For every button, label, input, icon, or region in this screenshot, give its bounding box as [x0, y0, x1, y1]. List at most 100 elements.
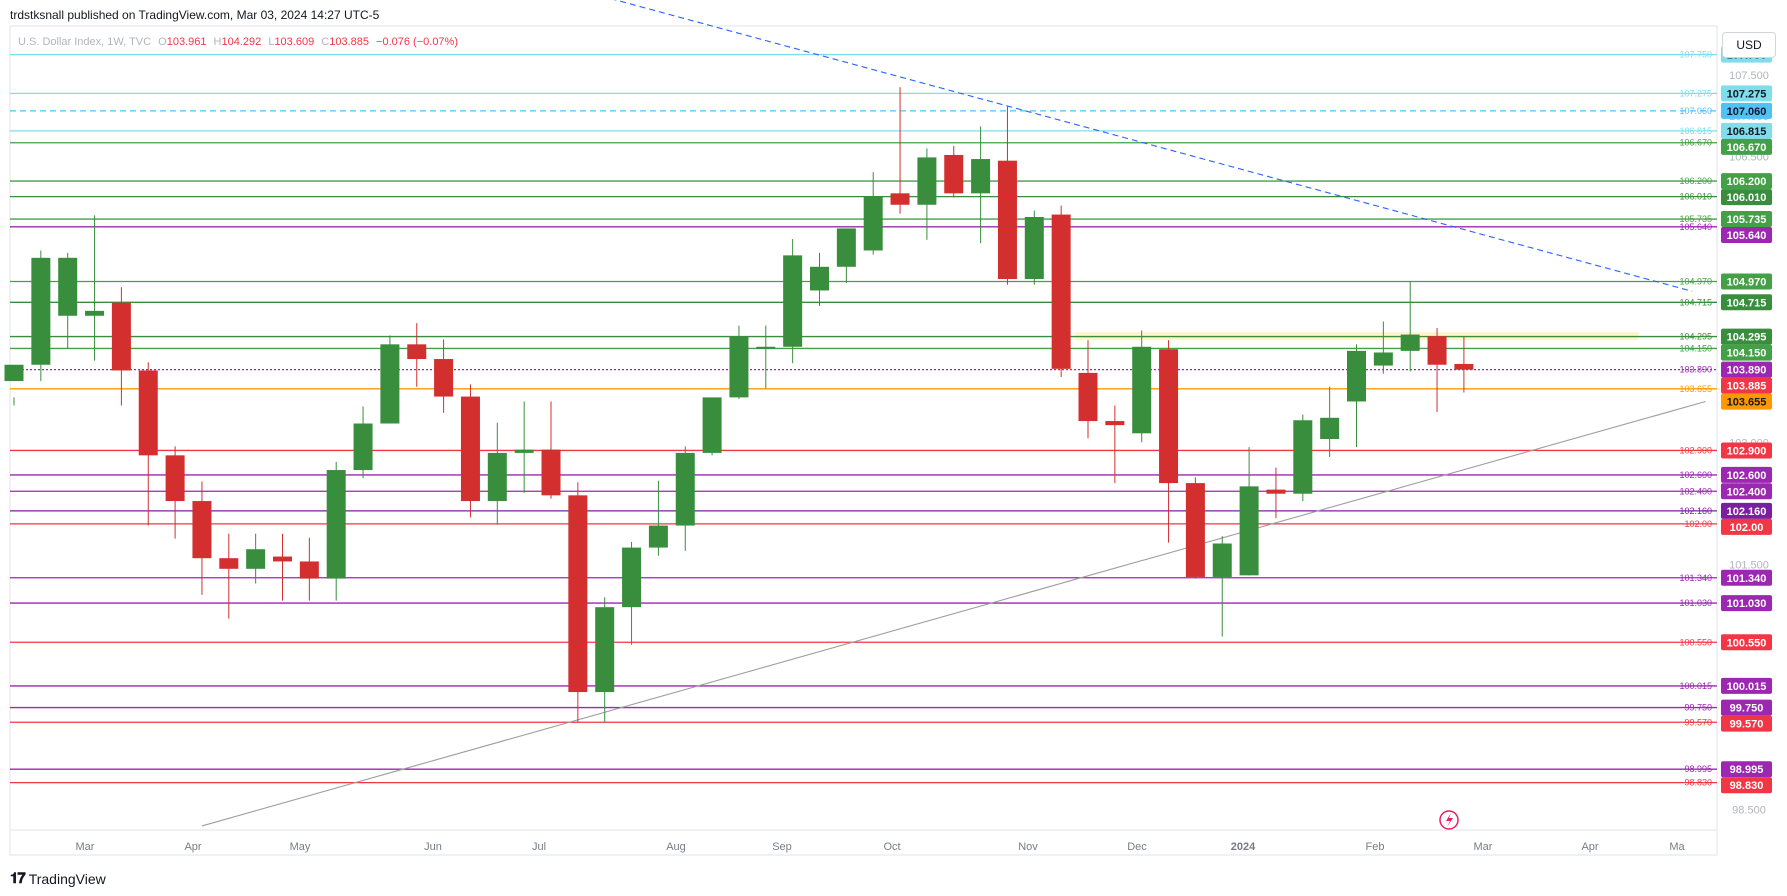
- candle[interactable]: [434, 339, 454, 413]
- candle[interactable]: [58, 252, 78, 349]
- candle[interactable]: [648, 480, 668, 556]
- price-tag-bg: [1721, 122, 1772, 139]
- candle[interactable]: [407, 323, 427, 387]
- candle[interactable]: [514, 401, 534, 493]
- candle[interactable]: [568, 482, 588, 723]
- candle[interactable]: [1293, 414, 1313, 502]
- candle[interactable]: [353, 406, 373, 479]
- candle[interactable]: [246, 533, 266, 584]
- flash-icon[interactable]: [1439, 810, 1459, 830]
- candle-body: [514, 449, 534, 453]
- level-label: 106.670: [1679, 138, 1712, 148]
- time-axis-tick: Nov: [1018, 841, 1038, 853]
- candle-body: [1051, 214, 1071, 369]
- candle-body: [407, 344, 427, 360]
- candle[interactable]: [729, 325, 749, 400]
- candle[interactable]: [1373, 321, 1393, 374]
- price-tag-bg: [1721, 466, 1772, 483]
- candle[interactable]: [944, 145, 964, 198]
- candle[interactable]: [165, 446, 185, 539]
- price-tag: 99.750: [1721, 699, 1772, 716]
- candle-body: [997, 160, 1017, 280]
- price-tag-bg: [1721, 634, 1772, 651]
- candle-body: [541, 449, 561, 496]
- candle[interactable]: [595, 597, 615, 723]
- candle[interactable]: [1105, 405, 1125, 484]
- currency-button[interactable]: USD: [1722, 32, 1776, 58]
- tradingview-logo: 𝟏𝟕 TradingView: [10, 870, 106, 887]
- price-tag: 106.200: [1721, 173, 1772, 190]
- candle[interactable]: [111, 287, 131, 406]
- descending-trendline[interactable]: [591, 0, 1693, 292]
- level-label: 98.995: [1684, 764, 1712, 774]
- candle-body: [85, 310, 105, 316]
- candle[interactable]: [1266, 467, 1286, 519]
- candle[interactable]: [31, 250, 51, 382]
- candle[interactable]: [1051, 205, 1071, 377]
- candle[interactable]: [1347, 344, 1366, 448]
- candle-body: [434, 359, 454, 397]
- candle[interactable]: [85, 215, 105, 361]
- price-tag-label: 100.015: [1727, 681, 1767, 693]
- candle[interactable]: [326, 461, 346, 601]
- candle-body: [138, 370, 158, 456]
- candle[interactable]: [138, 362, 158, 526]
- candle[interactable]: [1185, 477, 1205, 579]
- level-label: 104.150: [1679, 343, 1712, 353]
- candle[interactable]: [1454, 336, 1474, 393]
- price-tag: 100.015: [1721, 677, 1772, 694]
- candle[interactable]: [622, 541, 642, 645]
- candle[interactable]: [1400, 281, 1420, 372]
- candle-body: [299, 561, 319, 579]
- candle[interactable]: [756, 325, 776, 389]
- candle[interactable]: [836, 228, 856, 284]
- time-axis-tick: 2024: [1231, 841, 1256, 853]
- candle[interactable]: [219, 533, 239, 619]
- candle-body: [1454, 363, 1474, 370]
- candle-body: [1212, 543, 1232, 577]
- candle-body: [702, 397, 722, 453]
- candle[interactable]: [1132, 330, 1152, 443]
- candle[interactable]: [192, 481, 212, 595]
- candle[interactable]: [541, 401, 561, 499]
- candle[interactable]: [460, 384, 480, 518]
- candle[interactable]: [273, 533, 292, 601]
- candle[interactable]: [890, 87, 910, 214]
- price-tag-label: 106.200: [1727, 176, 1767, 188]
- candle[interactable]: [1212, 536, 1232, 637]
- candle[interactable]: [1078, 340, 1098, 439]
- candle[interactable]: [702, 397, 722, 456]
- candle[interactable]: [1427, 328, 1447, 413]
- candle[interactable]: [863, 172, 883, 255]
- candle[interactable]: [917, 148, 937, 240]
- candle-body: [783, 255, 803, 347]
- candle[interactable]: [810, 252, 829, 306]
- candle-body: [380, 344, 400, 424]
- candle[interactable]: [299, 537, 319, 601]
- candle[interactable]: [997, 106, 1017, 285]
- price-tag-bg: [1721, 361, 1772, 378]
- price-tag: 101.030: [1721, 595, 1772, 612]
- price-tag-bg: [1721, 294, 1772, 311]
- candle[interactable]: [1159, 340, 1179, 543]
- candle-body: [1239, 486, 1259, 576]
- candle-body: [1024, 217, 1044, 280]
- price-tag-bg: [1721, 569, 1772, 586]
- candle[interactable]: [1320, 386, 1340, 457]
- price-tag: 106.010: [1721, 189, 1772, 206]
- price-tag-bg: [1721, 377, 1772, 394]
- candle[interactable]: [675, 446, 695, 551]
- time-axis-tick: Mar: [1474, 841, 1493, 853]
- candle[interactable]: [487, 422, 507, 525]
- candle[interactable]: [1239, 447, 1259, 576]
- candle[interactable]: [4, 364, 24, 406]
- candle[interactable]: [783, 239, 803, 364]
- price-tag-label: 103.885: [1727, 381, 1767, 393]
- candle-body: [971, 159, 991, 194]
- candle-body: [836, 228, 856, 267]
- ascending-trendline[interactable]: [201, 400, 1706, 827]
- candle[interactable]: [971, 126, 991, 244]
- candle[interactable]: [380, 335, 400, 424]
- candle[interactable]: [1024, 210, 1044, 285]
